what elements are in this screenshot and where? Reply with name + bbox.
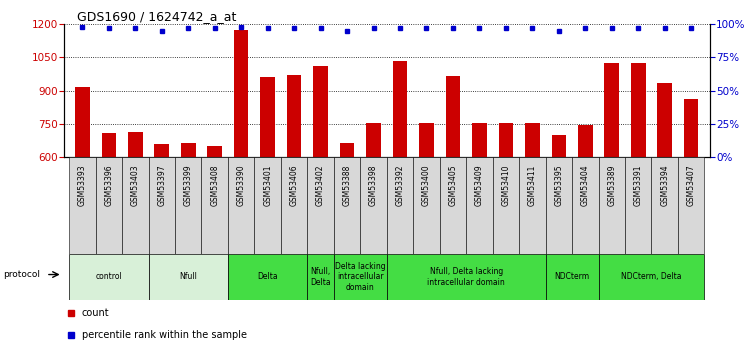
- Bar: [339, 142, 354, 157]
- Text: GSM53394: GSM53394: [660, 165, 669, 206]
- Text: protocol: protocol: [3, 270, 41, 279]
- Bar: [149, 157, 175, 254]
- Bar: [545, 254, 599, 300]
- Bar: [255, 157, 281, 254]
- Bar: [684, 99, 698, 157]
- Bar: [228, 254, 307, 300]
- Text: control: control: [95, 272, 122, 282]
- Text: count: count: [82, 308, 110, 318]
- Bar: [281, 157, 307, 254]
- Text: GSM53392: GSM53392: [396, 165, 405, 206]
- Bar: [175, 157, 201, 254]
- Text: GSM53409: GSM53409: [475, 165, 484, 206]
- Bar: [69, 254, 149, 300]
- Bar: [519, 157, 545, 254]
- Text: NDCterm: NDCterm: [554, 272, 590, 282]
- Bar: [207, 146, 222, 157]
- Bar: [75, 87, 89, 157]
- Bar: [651, 157, 678, 254]
- Bar: [605, 63, 619, 157]
- Text: GSM53402: GSM53402: [316, 165, 325, 206]
- Text: Nfull, Delta lacking
intracellular domain: Nfull, Delta lacking intracellular domai…: [427, 267, 505, 287]
- Bar: [101, 132, 116, 157]
- Bar: [499, 123, 513, 157]
- Text: GSM53393: GSM53393: [78, 165, 87, 206]
- Text: NDCterm, Delta: NDCterm, Delta: [621, 272, 682, 282]
- Bar: [360, 157, 387, 254]
- Bar: [387, 157, 413, 254]
- Bar: [545, 157, 572, 254]
- Text: GSM53398: GSM53398: [369, 165, 378, 206]
- Bar: [334, 254, 387, 300]
- Text: GSM53396: GSM53396: [104, 165, 113, 206]
- Text: GSM53390: GSM53390: [237, 165, 246, 206]
- Bar: [625, 157, 651, 254]
- Bar: [599, 254, 704, 300]
- Bar: [413, 157, 439, 254]
- Bar: [155, 144, 169, 157]
- Bar: [631, 63, 646, 157]
- Bar: [228, 157, 255, 254]
- Text: GSM53399: GSM53399: [184, 165, 193, 206]
- Bar: [307, 157, 334, 254]
- Text: Nfull: Nfull: [179, 272, 198, 282]
- Bar: [307, 254, 334, 300]
- Text: GSM53395: GSM53395: [554, 165, 563, 206]
- Text: GSM53411: GSM53411: [528, 165, 537, 206]
- Text: Nfull,
Delta: Nfull, Delta: [310, 267, 331, 287]
- Text: GSM53400: GSM53400: [422, 165, 431, 206]
- Bar: [201, 157, 228, 254]
- Bar: [419, 123, 434, 157]
- Bar: [366, 123, 381, 157]
- Bar: [122, 157, 149, 254]
- Bar: [578, 125, 593, 157]
- Bar: [387, 254, 545, 300]
- Bar: [439, 157, 466, 254]
- Text: GSM53397: GSM53397: [157, 165, 166, 206]
- Text: GSM53408: GSM53408: [210, 165, 219, 206]
- Text: Delta: Delta: [258, 272, 278, 282]
- Bar: [572, 157, 599, 254]
- Text: percentile rank within the sample: percentile rank within the sample: [82, 330, 247, 340]
- Bar: [678, 157, 704, 254]
- Bar: [181, 142, 195, 157]
- Bar: [313, 66, 328, 157]
- Bar: [95, 157, 122, 254]
- Text: GDS1690 / 1624742_a_at: GDS1690 / 1624742_a_at: [77, 10, 236, 23]
- Bar: [334, 157, 360, 254]
- Bar: [599, 157, 625, 254]
- Text: GSM53388: GSM53388: [342, 165, 351, 206]
- Text: GSM53405: GSM53405: [448, 165, 457, 206]
- Text: GSM53389: GSM53389: [608, 165, 617, 206]
- Bar: [261, 77, 275, 157]
- Text: Delta lacking
intracellular
domain: Delta lacking intracellular domain: [335, 262, 385, 292]
- Bar: [149, 254, 228, 300]
- Text: GSM53401: GSM53401: [263, 165, 272, 206]
- Text: GSM53404: GSM53404: [581, 165, 590, 206]
- Text: GSM53403: GSM53403: [131, 165, 140, 206]
- Bar: [393, 61, 407, 157]
- Bar: [287, 75, 301, 157]
- Bar: [234, 30, 249, 157]
- Bar: [472, 123, 487, 157]
- Text: GSM53410: GSM53410: [502, 165, 511, 206]
- Bar: [466, 157, 493, 254]
- Bar: [657, 83, 672, 157]
- Text: GSM53406: GSM53406: [290, 165, 299, 206]
- Bar: [128, 131, 143, 157]
- Bar: [525, 123, 540, 157]
- Bar: [445, 76, 460, 157]
- Text: GSM53407: GSM53407: [686, 165, 695, 206]
- Text: GSM53391: GSM53391: [634, 165, 643, 206]
- Bar: [493, 157, 519, 254]
- Bar: [551, 135, 566, 157]
- Bar: [69, 157, 95, 254]
